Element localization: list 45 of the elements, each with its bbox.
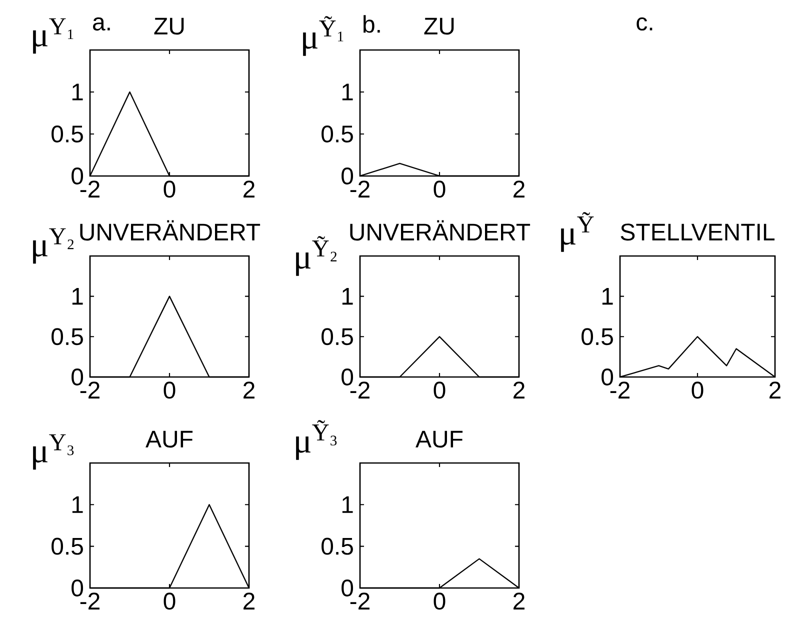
x-tick-label: 0 [164, 180, 176, 198]
text: a. [93, 17, 110, 31]
y-axis-title: μ$^{Ỹ₁}$ [303, 16, 344, 56]
chart-title: ZU [154, 18, 184, 35]
x-tick-label: 2 [514, 180, 524, 198]
x-tick-label: 2 [244, 592, 254, 610]
y-tick-label: 1 [342, 496, 353, 513]
y-axis-title: μ$^{Ỹ₃}$ [296, 420, 337, 460]
y-axis-title: μ$^{Y₁}$ [33, 18, 74, 54]
y-tick-label: 1 [342, 84, 353, 100]
y-tick-label: 0.5 [52, 125, 83, 142]
x-tick-label: 2 [770, 382, 780, 398]
x-tick-label: 0 [692, 382, 704, 399]
text: b. [364, 15, 380, 33]
y-tick-label: 1 [602, 288, 613, 305]
x-tick-label: 2 [244, 382, 254, 398]
y-tick-label: 0.5 [322, 125, 353, 142]
y-tick-label: 0.5 [322, 328, 353, 346]
y-tick-label: 0.5 [52, 538, 83, 555]
y-axis-title: μ$^{Y₃}$ [33, 434, 74, 470]
chart-title: ZU [424, 18, 454, 35]
chart-title: STELLVENTIL [620, 224, 775, 241]
x-tick-label: 2 [514, 382, 524, 398]
x-tick-label: 2 [514, 592, 524, 610]
y-axis-title: μ$^{Y₂}$ [33, 228, 74, 264]
x-tick-label: 0 [434, 180, 446, 198]
y-tick-label: 1 [72, 496, 83, 513]
chart-title: UNVERÄNDERT [350, 220, 530, 241]
x-tick-label: 0 [164, 592, 176, 610]
y-axis-title: μ$^{Ỹ}$ [561, 212, 594, 252]
x-tick-label: 0 [434, 382, 446, 399]
y-tick-label: 1 [72, 288, 83, 305]
y-tick-label: 0.5 [322, 538, 353, 555]
x-tick-label: 0 [164, 382, 176, 399]
chart-title: AUF [146, 430, 193, 448]
y-axis-title: μ$^{Ỹ₂}$ [296, 236, 337, 276]
chart-title: AUF [416, 430, 463, 448]
y-tick-label: 0.5 [582, 328, 613, 346]
chart-title: UNVERÄNDERT [80, 220, 260, 241]
text: c. [636, 17, 652, 31]
y-tick-label: 1 [72, 84, 83, 100]
y-tick-label: 0.5 [52, 328, 83, 346]
x-tick-label: 2 [244, 180, 254, 198]
x-tick-label: 0 [434, 592, 446, 610]
y-tick-label: 1 [342, 288, 353, 305]
